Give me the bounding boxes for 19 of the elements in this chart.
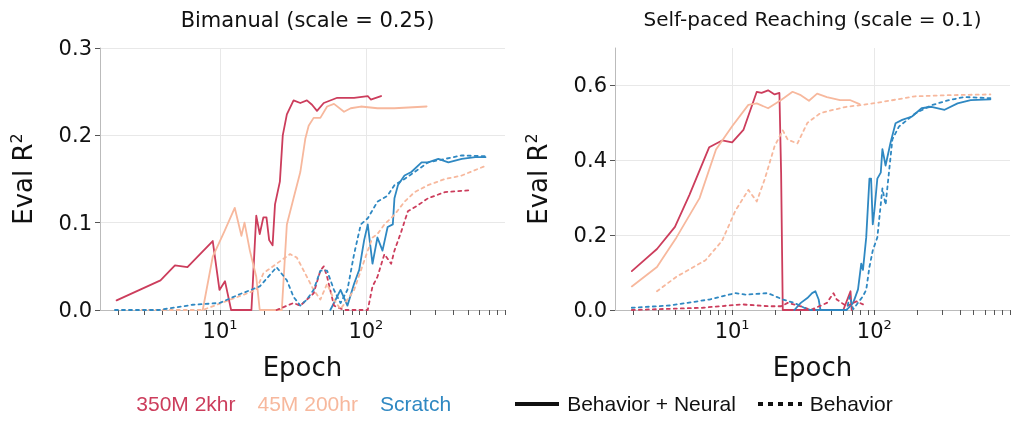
y-tick-label: 0.0 <box>58 298 92 322</box>
text: Behavior + Neural <box>567 392 736 416</box>
text: Scratch <box>379 392 452 416</box>
y-tick-label: 0.6 <box>573 73 607 98</box>
y-axis-title: Eval R2 <box>521 133 553 225</box>
y-tick-label: 0.2 <box>58 123 92 148</box>
y-tick-label: 0.2 <box>573 223 607 248</box>
chart-title: Self-paced Reaching (scale = 0.1) <box>643 7 982 31</box>
y-axis-title: Eval R2 <box>6 133 38 225</box>
y-tick-label: 0.4 <box>573 148 607 173</box>
x-axis-title: Epoch <box>772 352 853 382</box>
y-tick-label: 0.0 <box>573 298 607 322</box>
text: 350M 2khr <box>136 392 236 416</box>
y-tick-label: 0.3 <box>58 36 92 60</box>
y-tick-label: 0.1 <box>58 210 92 235</box>
x-axis-title: Epoch <box>262 352 343 382</box>
text: Behavior <box>809 392 893 416</box>
text: 45M 200hr <box>257 392 358 416</box>
chart-title: Bimanual (scale = 0.25) <box>180 7 435 32</box>
